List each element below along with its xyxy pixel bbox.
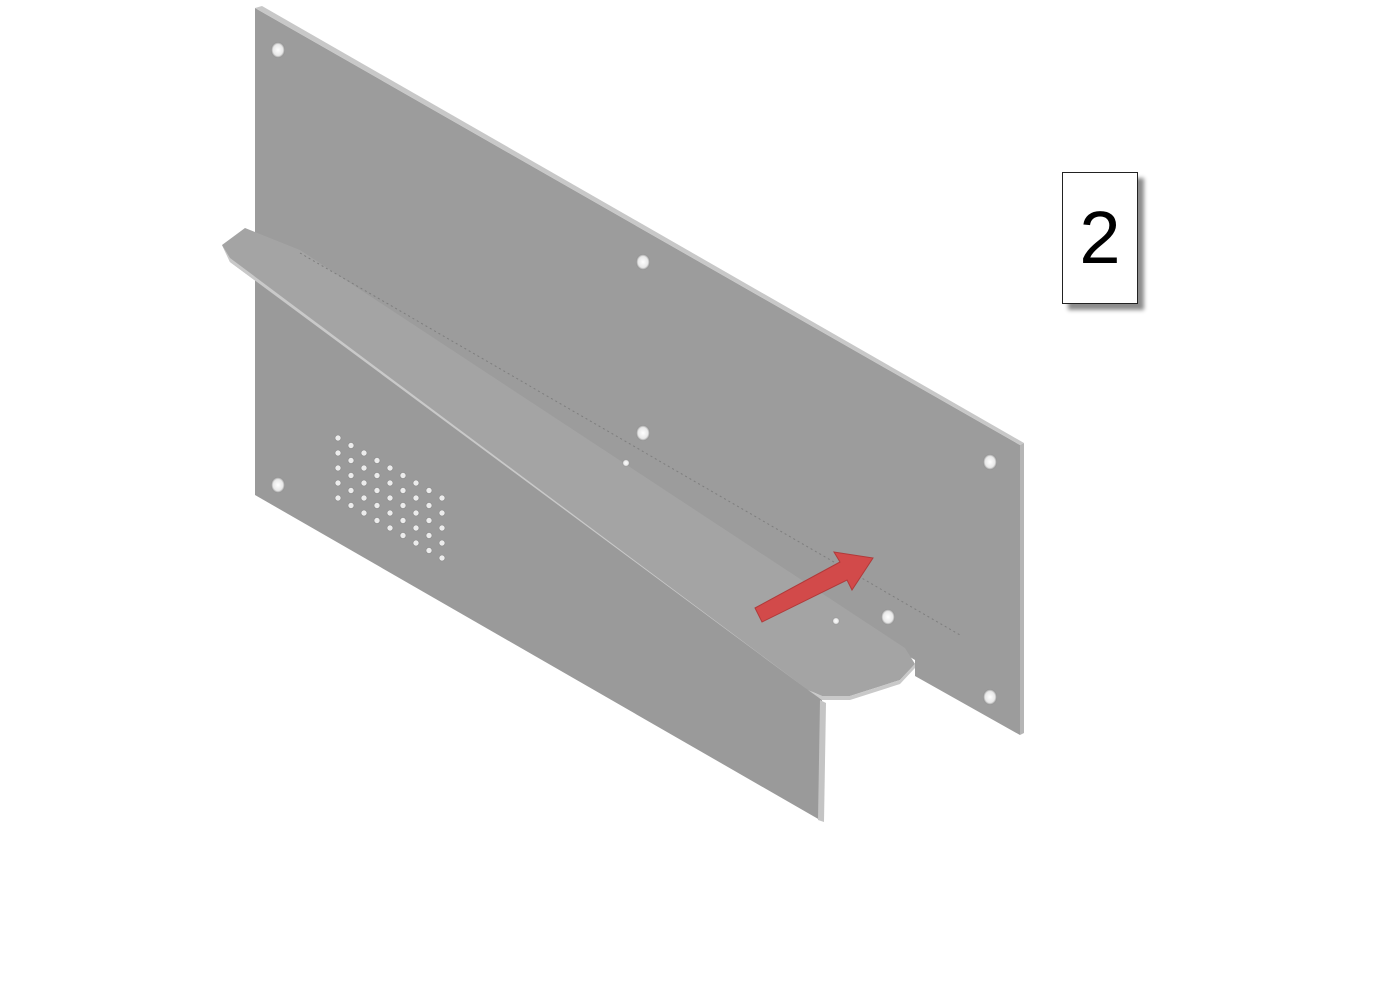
vent-hole bbox=[334, 479, 342, 487]
back-plate bbox=[255, 8, 1020, 735]
vent-hole bbox=[399, 532, 407, 539]
vent-hole bbox=[386, 464, 394, 472]
ventilation-holes bbox=[334, 434, 446, 562]
vent-hole bbox=[412, 524, 420, 532]
mounting-hole bbox=[271, 42, 285, 58]
vent-hole bbox=[425, 487, 433, 494]
vent-hole bbox=[438, 509, 446, 517]
vent-hole bbox=[360, 509, 368, 517]
vent-hole bbox=[334, 464, 342, 472]
small-hole bbox=[622, 459, 630, 467]
vent-hole bbox=[373, 472, 381, 479]
vent-hole bbox=[386, 479, 394, 487]
vent-hole bbox=[386, 509, 394, 517]
vent-hole bbox=[334, 494, 342, 502]
vent-hole bbox=[399, 472, 407, 479]
vent-hole bbox=[334, 434, 342, 442]
vent-hole bbox=[438, 539, 446, 547]
back-plate-right-edge bbox=[1020, 443, 1024, 735]
vent-hole bbox=[360, 449, 368, 457]
vent-hole bbox=[373, 487, 381, 494]
mounting-hole bbox=[636, 254, 650, 270]
vent-hole bbox=[425, 532, 433, 539]
vent-hole bbox=[334, 449, 342, 457]
small-hole bbox=[832, 617, 840, 625]
vent-hole bbox=[373, 502, 381, 509]
vent-hole bbox=[373, 517, 381, 524]
vent-hole bbox=[438, 554, 446, 562]
vent-hole bbox=[425, 502, 433, 509]
vent-hole bbox=[412, 509, 420, 517]
vent-hole bbox=[412, 539, 420, 547]
vent-hole bbox=[438, 524, 446, 532]
vent-hole bbox=[386, 524, 394, 532]
mounting-hole bbox=[983, 689, 997, 705]
step-number-box: 2 bbox=[1062, 172, 1138, 304]
mounting-hole bbox=[881, 609, 895, 625]
vent-hole bbox=[347, 457, 355, 464]
vent-hole bbox=[386, 494, 394, 502]
mounting-hole bbox=[636, 425, 650, 441]
vent-hole bbox=[347, 502, 355, 509]
vent-hole bbox=[360, 494, 368, 502]
mounting-holes bbox=[271, 42, 997, 705]
vent-hole bbox=[425, 517, 433, 524]
vent-hole bbox=[412, 479, 420, 487]
vent-hole bbox=[412, 494, 420, 502]
front-flange-edge bbox=[818, 700, 826, 822]
vent-hole bbox=[399, 502, 407, 509]
mounting-hole bbox=[983, 454, 997, 470]
vent-hole bbox=[399, 517, 407, 524]
front-flange bbox=[255, 250, 822, 820]
vent-hole bbox=[438, 494, 446, 502]
vent-hole bbox=[399, 487, 407, 494]
mounting-hole bbox=[271, 477, 285, 493]
vent-hole bbox=[347, 487, 355, 494]
vent-hole bbox=[347, 442, 355, 449]
vent-hole bbox=[425, 547, 433, 554]
vent-hole bbox=[347, 472, 355, 479]
back-plate-top-edge bbox=[255, 6, 1024, 445]
shelf bbox=[222, 228, 915, 696]
vent-hole bbox=[360, 479, 368, 487]
arrow-right-icon bbox=[754, 551, 874, 623]
vent-hole bbox=[373, 457, 381, 464]
vent-hole bbox=[360, 464, 368, 472]
step-number: 2 bbox=[1079, 196, 1121, 279]
